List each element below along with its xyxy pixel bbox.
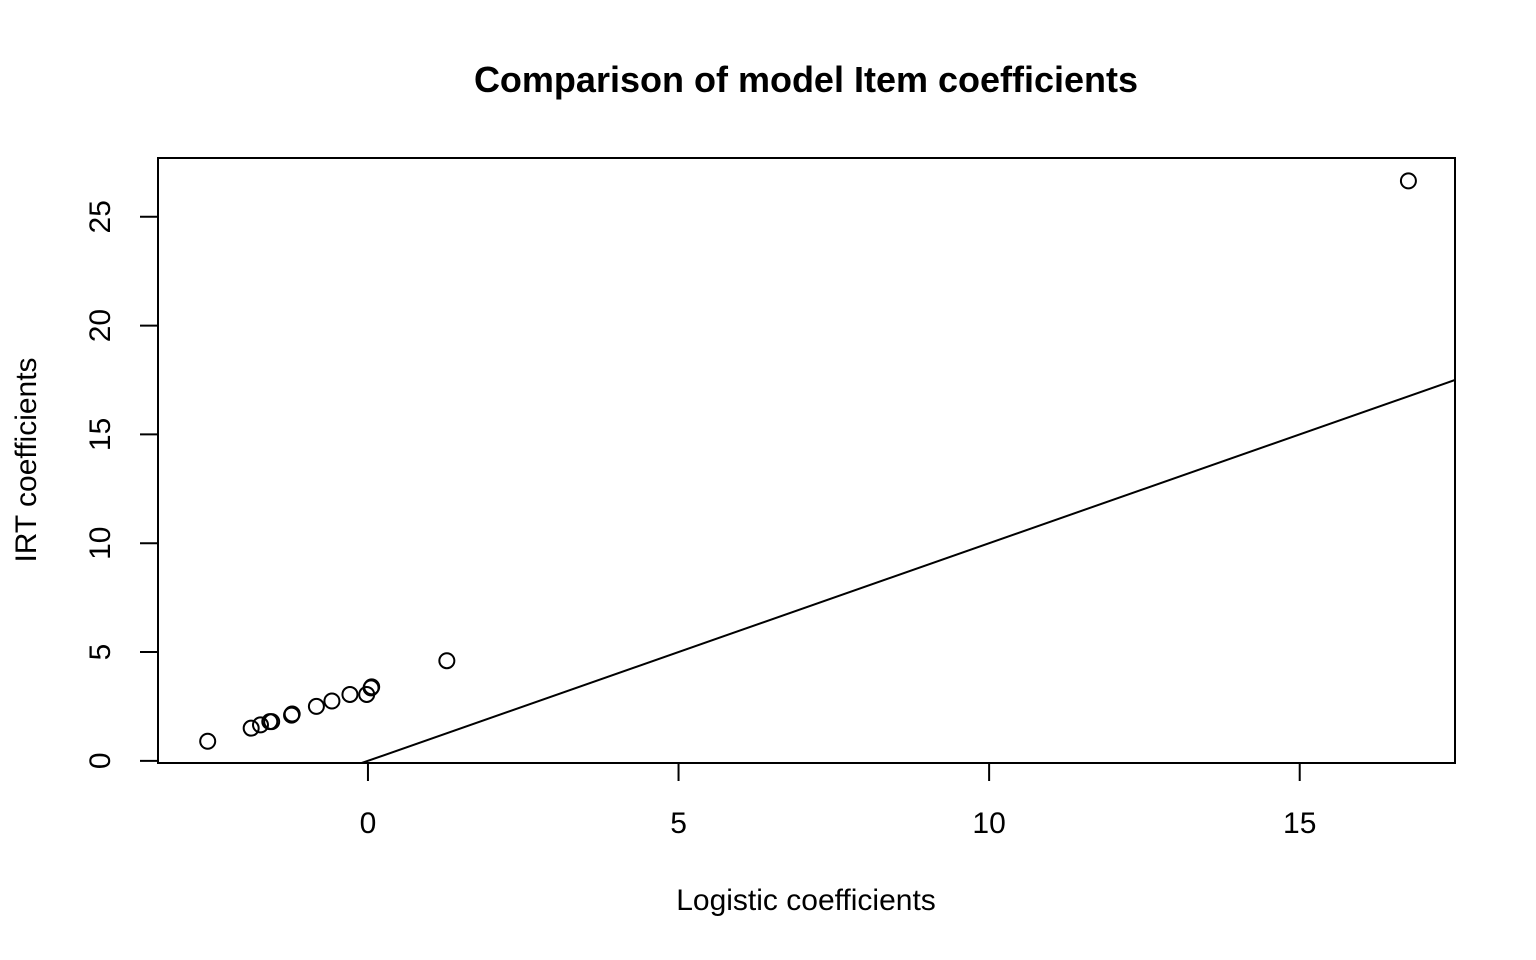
x-axis-label: Logistic coefficients [676,884,936,917]
data-point [283,705,301,723]
reference-line [361,379,1456,764]
data-point [199,732,217,750]
data-point [263,713,281,731]
chart-title: Comparison of model Item coefficients [474,59,1138,100]
data-point [1399,172,1417,190]
data-point [341,685,359,703]
y-tick-label: 25 [84,200,117,233]
x-tick-label: 10 [972,807,1005,840]
plot-frame [157,157,1456,764]
x-axis: 0 5 10 15 [360,762,1316,840]
data-point [251,716,269,734]
y-axis: 0 5 10 15 20 25 [84,200,159,769]
x-tick-label: 5 [670,807,687,840]
y-tick-label: 20 [84,309,117,342]
x-tick-label: 15 [1283,807,1316,840]
data-point [323,692,341,710]
data-point [438,652,456,670]
x-tick-label: 0 [360,807,377,840]
y-tick-label: 15 [84,418,117,451]
plot-area [199,172,1456,764]
y-tick-label: 10 [84,527,117,560]
y-tick-label: 0 [84,752,117,769]
data-point [363,678,381,696]
data-point [307,697,325,715]
data-point [242,719,260,737]
y-axis-label: IRT coefficients [10,357,43,562]
y-tick-label: 5 [84,644,117,661]
